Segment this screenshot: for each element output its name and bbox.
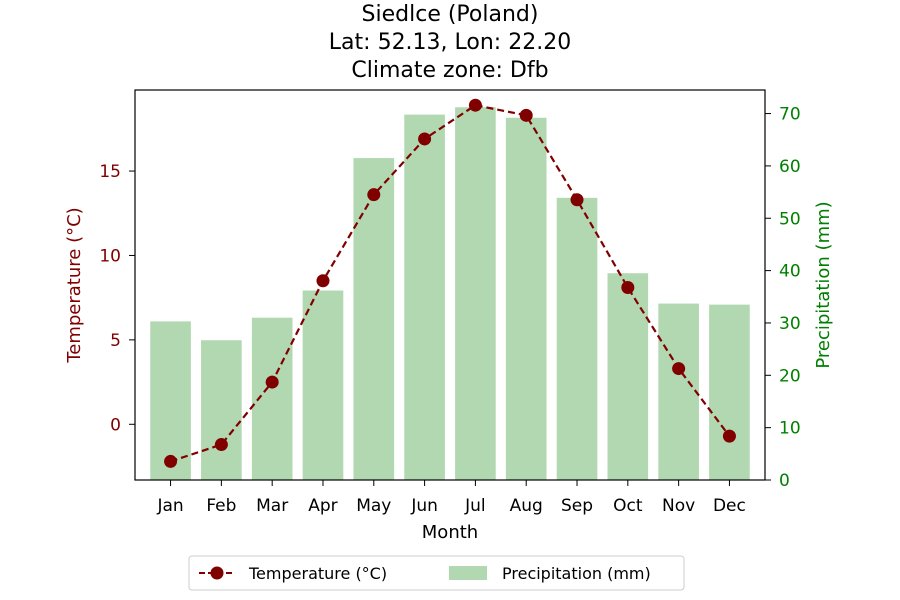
- temperature-tick-label-15: 15: [99, 162, 121, 182]
- x-tick-label-aug: Aug: [510, 496, 543, 516]
- temperature-axis-label: Temperature (°C): [64, 207, 85, 363]
- temperature-point-oct: [621, 281, 635, 295]
- temperature-point-feb: [214, 438, 228, 452]
- temperature-point-sep: [570, 193, 584, 207]
- temperature-point-dec: [722, 429, 736, 443]
- x-tick-label-apr: Apr: [308, 496, 337, 516]
- x-tick-label-may: May: [356, 496, 391, 516]
- temperature-point-may: [367, 188, 381, 202]
- temperature-point-jun: [418, 132, 432, 146]
- x-axis: Jan Feb Mar Apr May Jun Jul Aug Sep Oct Nov Dec: [156, 480, 746, 516]
- precipitation-bars: [150, 107, 750, 480]
- temperature-point-jul: [468, 98, 482, 112]
- legend-temperature-marker: [210, 566, 224, 580]
- x-tick-label-feb: Feb: [206, 496, 236, 516]
- precipitation-tick-label-50: 50: [779, 209, 801, 229]
- temperature-point-mar: [265, 375, 279, 389]
- precipitation-bar-oct: [607, 273, 649, 480]
- temperature-line: [170, 104, 731, 463]
- temperature-tick-label-0: 0: [110, 415, 121, 435]
- temperature-point-nov: [672, 362, 686, 376]
- chart-title-line-1: Siedlce (Poland): [362, 2, 539, 27]
- x-tick-label-jan: Jan: [156, 496, 183, 516]
- plot-frame: [134, 89, 766, 481]
- precipitation-bar-sep: [556, 197, 598, 480]
- precipitation-bar-jun: [404, 114, 445, 480]
- temperature-point-apr: [316, 274, 330, 288]
- precipitation-bar-feb: [201, 340, 242, 480]
- x-axis-label: Month: [422, 522, 478, 543]
- x-tick-label-nov: Nov: [662, 496, 695, 516]
- precipitation-bar-apr: [302, 290, 344, 480]
- precipitation-bar-nov: [658, 303, 699, 480]
- legend-precipitation-label: Precipitation (mm): [502, 564, 651, 583]
- temperature-axis: 0 5 10 15: [99, 162, 135, 435]
- x-tick-label-oct: Oct: [613, 496, 643, 516]
- precipitation-tick-label-10: 10: [779, 419, 801, 439]
- precipitation-bar-jan: [150, 321, 191, 480]
- x-tick-label-jul: Jul: [464, 496, 486, 516]
- legend-precipitation-swatch: [449, 566, 487, 580]
- x-tick-label-sep: Sep: [561, 496, 593, 516]
- temperature-point-aug: [519, 108, 533, 122]
- precipitation-bar-may: [353, 158, 395, 480]
- precipitation-tick-label-20: 20: [779, 366, 801, 386]
- x-tick-label-dec: Dec: [713, 496, 746, 516]
- precipitation-axis: 0 10 20 30 40 50 60 70: [765, 105, 801, 491]
- precipitation-tick-label-70: 70: [779, 105, 801, 125]
- temperature-tick-label-10: 10: [99, 246, 121, 266]
- precipitation-bar-jul: [455, 107, 496, 480]
- precipitation-tick-label-0: 0: [779, 471, 790, 491]
- temperature-tick-label-5: 5: [110, 331, 121, 351]
- precipitation-tick-label-60: 60: [779, 157, 801, 177]
- temperature-point-jan: [164, 454, 178, 468]
- legend: Temperature (°C) Precipitation (mm): [188, 555, 685, 591]
- chart-title-line-3: Climate zone: Dfb: [351, 58, 548, 83]
- precipitation-bar-dec: [709, 304, 750, 480]
- chart-title: Siedlce (Poland) Lat: 52.13, Lon: 22.20 …: [329, 2, 571, 83]
- legend-frame: [188, 555, 685, 591]
- precipitation-tick-label-30: 30: [779, 314, 801, 334]
- chart-title-line-2: Lat: 52.13, Lon: 22.20: [329, 30, 571, 55]
- temperature-series: [164, 98, 736, 468]
- precipitation-bar-aug: [505, 117, 547, 480]
- x-tick-label-mar: Mar: [256, 496, 288, 516]
- precipitation-tick-label-40: 40: [779, 262, 801, 282]
- precipitation-axis-label: Precipitation (mm): [813, 201, 834, 368]
- legend-temperature-label: Temperature (°C): [248, 564, 387, 583]
- x-tick-label-jun: Jun: [410, 496, 438, 516]
